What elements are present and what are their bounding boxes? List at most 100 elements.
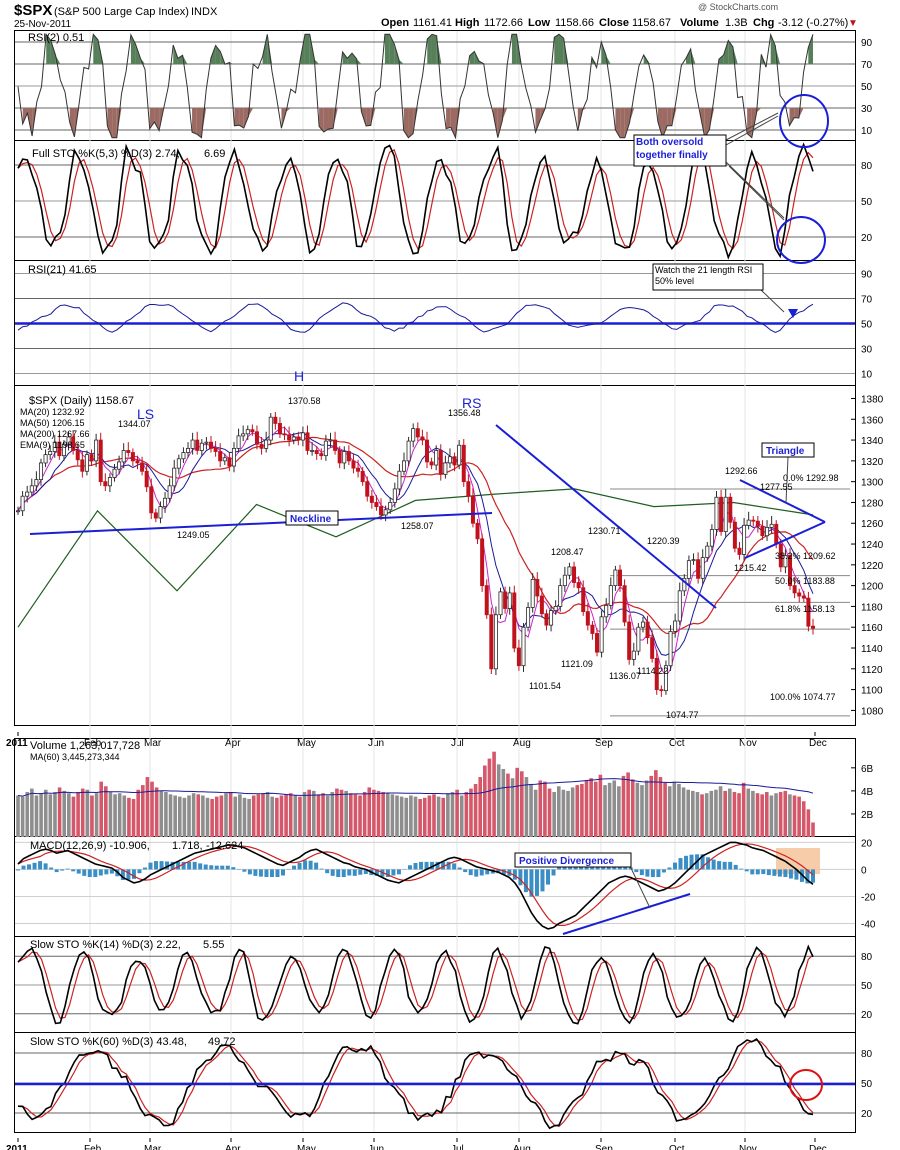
bottom-axis-month-label: Nov (739, 1144, 757, 1150)
rsi2-oversold-fill (535, 108, 541, 133)
candle-body (470, 495, 475, 524)
price-axis-month-label: Dec (809, 738, 827, 749)
macd-hist-bar (650, 869, 655, 877)
candle-body (549, 610, 554, 626)
volume-bar (506, 773, 510, 837)
candle-body (365, 481, 370, 497)
macd-hist-bar (358, 869, 363, 875)
candle-body (374, 502, 379, 508)
price-axis-month-label: Jun (368, 738, 384, 749)
candle-body (397, 470, 402, 490)
macd-hist-bar (407, 865, 412, 870)
rsi21-tick-label: 70 (861, 295, 873, 306)
price-tick-label: 1180 (861, 602, 883, 613)
candle-body (705, 545, 710, 558)
candle-body (434, 450, 439, 466)
macd-hist-bar (441, 861, 446, 870)
sto60-d-line (17, 1039, 814, 1128)
macd-hist-bar (170, 861, 175, 870)
volume-bar (205, 797, 210, 837)
candle-body (691, 559, 696, 562)
volume-bar (778, 792, 783, 837)
candle-body (222, 457, 227, 462)
volume-bar (640, 785, 644, 837)
bottom-axis-month-label: May (297, 1144, 316, 1150)
candle-body (149, 486, 154, 514)
rsi2-overbought-fill (93, 34, 98, 64)
candle-body (562, 574, 567, 587)
peak-1208: 1208.47 (551, 547, 584, 557)
volume-bar (552, 792, 556, 837)
volume-bar (358, 795, 362, 837)
volume-bar (104, 786, 108, 837)
volume-bar (53, 792, 57, 837)
volume-bar (686, 789, 691, 837)
price-axis-month-label: Aug (513, 738, 531, 749)
volume-bar (413, 796, 418, 837)
volume-tick-label: 6B (861, 764, 874, 775)
sto60-frame (14, 1032, 856, 1133)
volume-bar (691, 790, 695, 837)
volume-bar (473, 783, 478, 837)
volume-bar (598, 774, 603, 837)
rsi2-oversold-fill (328, 108, 334, 129)
rsi2-oversold-fill (366, 108, 371, 126)
candle-body (25, 491, 30, 497)
macd-hist-bar (76, 869, 81, 874)
macd-hist-bar (49, 867, 54, 870)
volume-bar (298, 796, 302, 837)
rsi2-overbought-fill (399, 59, 404, 64)
candle-body (811, 625, 816, 629)
bottom-axis-month-label: Sep (595, 1144, 613, 1150)
volume-bar (159, 790, 164, 837)
price-axis-month-label: Oct (669, 738, 685, 749)
volume-bar (34, 795, 39, 837)
candle-body (801, 595, 806, 599)
price-axis-month-label: Apr (225, 738, 241, 749)
volume-bar (788, 794, 792, 837)
macd-hist-bar (419, 861, 424, 870)
fib-0: 0.0% 1292.98 (783, 473, 839, 483)
volume-bar (547, 788, 552, 837)
fib-61: 61.8% 1158.13 (775, 604, 835, 614)
oversold-box (633, 134, 727, 167)
bottom-axis-month-label: Oct (669, 1144, 685, 1150)
macd-hist-bar (463, 869, 468, 873)
macd-hist-bar (678, 858, 683, 870)
macd-hist-bar (269, 869, 274, 877)
macd-hist-bar (38, 861, 43, 870)
candle-body (461, 444, 466, 483)
macd-hist-bar (534, 869, 539, 896)
macd-hist-bar (137, 869, 142, 874)
volume-bar (575, 785, 580, 837)
macd-hist-bar (21, 865, 26, 870)
rsi2-oversold-fill (450, 108, 456, 138)
candle-body (392, 488, 397, 503)
volume-bar (182, 797, 187, 837)
index-name: (S&P 500 Large Cap Index) (54, 6, 189, 18)
price-title: $SPX (Daily) 1158.67 (29, 395, 134, 407)
candle-body (700, 557, 705, 579)
rsi2-oversold-fill (69, 108, 75, 137)
volume-bar (635, 782, 640, 837)
volume-bar (385, 793, 390, 837)
high-label: High (455, 17, 480, 29)
volume-bar (427, 795, 432, 837)
macd-hist-bar (126, 869, 131, 880)
candle-body (466, 481, 471, 497)
neckline-line (29, 512, 493, 535)
candle-body (774, 523, 779, 545)
macd-hist-bar (203, 864, 208, 870)
volume-bar (561, 789, 566, 837)
price-axis-month-label: Nov (739, 738, 757, 749)
candle-body (457, 444, 462, 466)
volume-bar (543, 781, 547, 837)
macd-hist-bar (396, 869, 401, 875)
candle-body (539, 595, 544, 615)
candle-body (627, 621, 632, 660)
rsi2-overbought-fill (648, 62, 654, 64)
rsi2-overbought-fill (554, 34, 559, 64)
volume-bar (80, 788, 85, 837)
macd-hist-bar (777, 869, 782, 877)
candle-body (617, 569, 622, 587)
